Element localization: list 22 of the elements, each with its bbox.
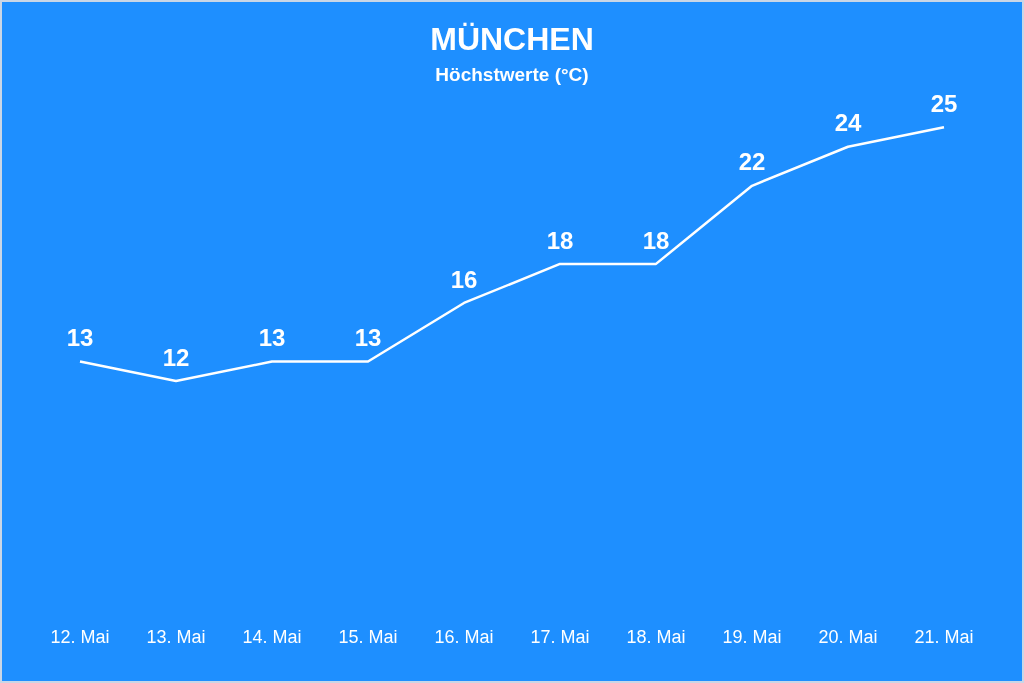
data-label: 12 [162, 343, 190, 371]
x-tick-label: 17. Mai [530, 627, 590, 648]
data-label: 18 [642, 226, 670, 254]
data-label: 24 [834, 109, 862, 137]
x-tick-label: 19. Mai [722, 627, 782, 648]
data-label: 13 [354, 324, 382, 352]
chart-title: MÜNCHEN [430, 21, 594, 58]
data-label: 25 [930, 89, 958, 117]
x-tick-label: 18. Mai [626, 627, 686, 648]
data-label: 13 [66, 324, 94, 352]
data-label: 22 [738, 148, 766, 176]
data-label: 16 [450, 265, 478, 293]
x-tick-label: 15. Mai [338, 627, 398, 648]
x-tick-label: 21. Mai [914, 627, 974, 648]
x-tick-label: 20. Mai [818, 627, 878, 648]
x-tick-label: 12. Mai [50, 627, 110, 648]
x-tick-label: 16. Mai [434, 627, 494, 648]
chart-subtitle: Höchstwerte (°C) [435, 64, 589, 86]
data-label: 13 [258, 324, 286, 352]
x-tick-label: 14. Mai [242, 627, 302, 648]
x-tick-label: 13. Mai [146, 627, 206, 648]
data-label: 18 [546, 226, 574, 254]
